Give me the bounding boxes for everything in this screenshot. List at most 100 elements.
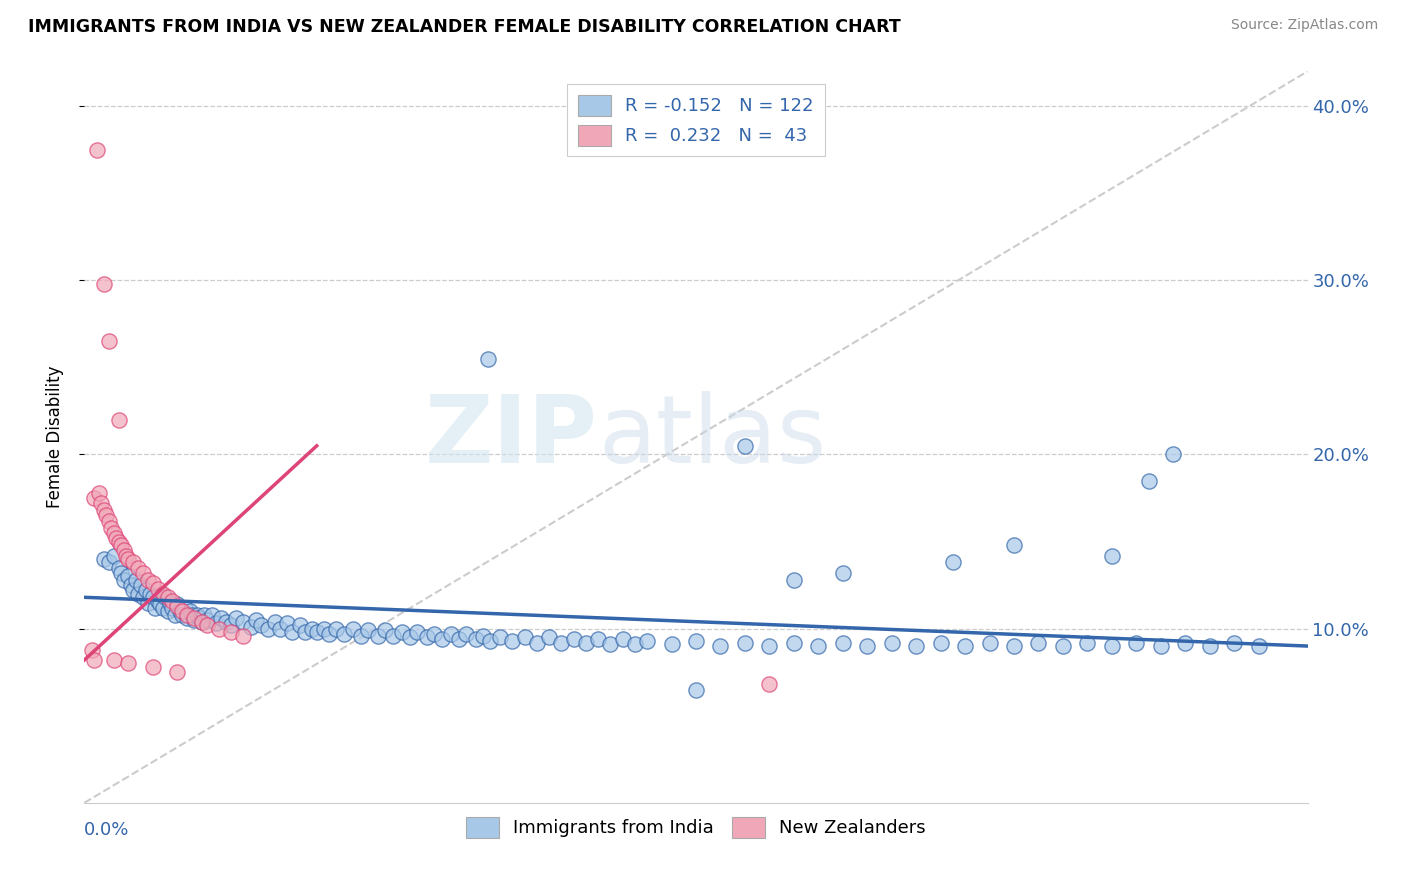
Point: [398, 631, 420, 645]
Point: [100, 521, 122, 535]
Point: [87, 485, 110, 500]
Point: [112, 573, 135, 587]
Point: [374, 624, 396, 638]
Point: [142, 591, 165, 605]
Point: [1052, 639, 1074, 653]
Point: [831, 566, 853, 580]
Point: [416, 631, 439, 645]
Point: [172, 604, 194, 618]
Point: [127, 587, 149, 601]
Point: [86, 143, 108, 157]
Point: [103, 653, 125, 667]
Point: [152, 587, 174, 601]
Point: [132, 566, 155, 580]
Point: [1101, 549, 1123, 563]
Point: [1150, 639, 1173, 653]
Point: [502, 633, 524, 648]
Point: [1174, 635, 1197, 649]
Point: [117, 552, 139, 566]
Point: [195, 618, 218, 632]
Point: [636, 633, 658, 648]
Point: [575, 635, 598, 649]
Point: [200, 607, 222, 622]
Point: [163, 607, 186, 622]
Point: [1028, 635, 1050, 649]
Point: [758, 639, 780, 653]
Point: [734, 439, 756, 453]
Point: [193, 607, 215, 622]
Point: [80, 642, 103, 657]
Point: [269, 622, 291, 636]
Point: [1161, 448, 1184, 462]
Legend: Immigrants from India, New Zealanders: Immigrants from India, New Zealanders: [460, 810, 932, 845]
Point: [97, 556, 120, 570]
Point: [783, 573, 806, 587]
Point: [181, 607, 204, 622]
Point: [166, 599, 188, 613]
Point: [350, 629, 373, 643]
Point: [1137, 474, 1160, 488]
Point: [103, 549, 125, 563]
Point: [132, 591, 155, 605]
Point: [176, 607, 198, 622]
Point: [783, 635, 806, 649]
Point: [1101, 639, 1123, 653]
Point: [612, 632, 634, 646]
Point: [90, 496, 112, 510]
Point: [301, 622, 323, 636]
Point: [129, 578, 152, 592]
Point: [162, 600, 184, 615]
Point: [599, 637, 621, 651]
Point: [440, 627, 463, 641]
Point: [142, 660, 165, 674]
Point: [1002, 639, 1025, 653]
Point: [110, 538, 132, 552]
Point: [942, 556, 965, 570]
Point: [208, 622, 231, 636]
Point: [1125, 635, 1147, 649]
Point: [586, 632, 609, 646]
Point: [183, 613, 205, 627]
Point: [125, 573, 148, 587]
Point: [139, 587, 162, 601]
Point: [188, 611, 211, 625]
Point: [93, 552, 115, 566]
Point: [169, 604, 191, 618]
Point: [276, 616, 298, 631]
Point: [219, 625, 242, 640]
Point: [430, 632, 453, 646]
Point: [179, 604, 201, 618]
Point: [342, 622, 364, 636]
Point: [249, 618, 271, 632]
Point: [195, 613, 218, 627]
Point: [166, 597, 188, 611]
Point: [314, 622, 336, 636]
Point: [162, 594, 184, 608]
Point: [142, 576, 165, 591]
Point: [209, 611, 232, 625]
Point: [831, 635, 853, 649]
Point: [183, 611, 205, 625]
Point: [406, 625, 429, 640]
Point: [526, 635, 548, 649]
Point: [513, 631, 536, 645]
Point: [127, 560, 149, 574]
Point: [1247, 639, 1270, 653]
Point: [112, 543, 135, 558]
Point: [685, 633, 707, 648]
Point: [107, 412, 129, 426]
Point: [1076, 635, 1098, 649]
Point: [538, 631, 561, 645]
Point: [905, 639, 928, 653]
Point: [93, 503, 115, 517]
Point: [143, 600, 166, 615]
Point: [709, 639, 731, 653]
Point: [153, 591, 176, 605]
Point: [191, 615, 214, 629]
Point: [856, 639, 879, 653]
Point: [1198, 639, 1220, 653]
Point: [357, 624, 380, 638]
Point: [173, 600, 195, 615]
Point: [332, 627, 354, 641]
Point: [734, 635, 756, 649]
